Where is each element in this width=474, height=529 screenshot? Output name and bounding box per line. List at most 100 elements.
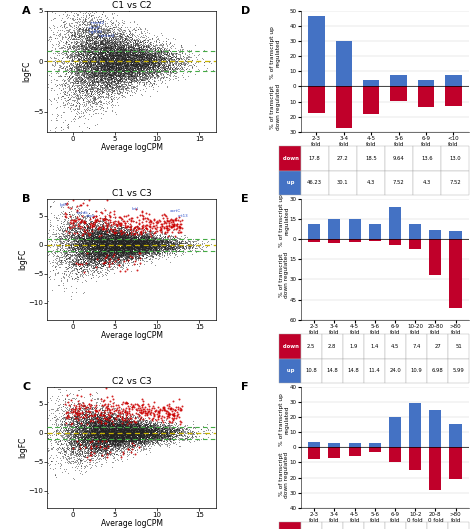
Point <box>96 425 104 434</box>
Point <box>143 437 151 445</box>
Point <box>162 69 169 78</box>
Point <box>90 236 98 245</box>
Point <box>102 268 110 276</box>
Point <box>103 421 110 430</box>
Point <box>101 268 109 277</box>
Point <box>83 224 91 233</box>
Point <box>110 37 118 45</box>
Point <box>173 49 180 57</box>
Point <box>128 50 136 59</box>
Point <box>99 435 106 443</box>
Point <box>119 61 127 70</box>
Point <box>124 236 132 245</box>
Point <box>97 422 104 431</box>
Point <box>86 430 94 438</box>
Point <box>98 240 106 248</box>
Point <box>80 213 87 222</box>
Point <box>146 236 154 245</box>
Point <box>99 234 107 243</box>
Point <box>121 417 129 425</box>
Point <box>87 79 94 88</box>
Point <box>160 424 168 433</box>
Point <box>113 252 121 261</box>
Point <box>154 238 162 246</box>
Point <box>123 427 130 435</box>
X-axis label: Average logCPM: Average logCPM <box>101 519 163 528</box>
Point <box>75 260 82 268</box>
Point <box>67 414 75 423</box>
Point <box>83 238 91 246</box>
Point <box>134 434 142 442</box>
Point <box>92 102 100 110</box>
Point <box>168 217 175 226</box>
Point <box>100 431 108 440</box>
Point <box>148 237 156 245</box>
Point <box>57 102 64 111</box>
Point <box>136 238 144 246</box>
Point <box>112 434 119 443</box>
Point <box>86 57 94 65</box>
Point <box>143 251 151 259</box>
Point <box>95 427 102 436</box>
Point <box>126 78 133 86</box>
Point <box>88 226 96 234</box>
Point <box>44 250 52 259</box>
Point <box>105 244 113 252</box>
Point <box>112 249 119 258</box>
Point <box>127 428 134 437</box>
Point <box>85 40 92 49</box>
Point <box>119 57 127 65</box>
Point <box>156 65 164 73</box>
Point <box>144 427 151 435</box>
Point <box>101 66 109 75</box>
Point <box>108 78 116 87</box>
Point <box>163 243 171 251</box>
Point <box>90 79 98 88</box>
Point <box>133 47 141 56</box>
Point <box>146 425 153 434</box>
Point <box>101 244 109 253</box>
Point <box>105 418 112 426</box>
Point <box>102 51 109 59</box>
Point <box>102 432 110 440</box>
Point <box>103 60 110 68</box>
Point <box>144 60 152 69</box>
Point <box>143 423 151 432</box>
Point <box>144 60 151 68</box>
Point <box>143 425 150 434</box>
Point <box>75 122 83 131</box>
Point <box>137 45 144 54</box>
Point <box>147 424 155 433</box>
Point <box>136 236 143 245</box>
Point <box>82 233 90 241</box>
Point <box>103 404 111 413</box>
Point <box>114 63 122 72</box>
Point <box>139 239 146 248</box>
Point <box>91 72 99 80</box>
Point <box>73 429 80 437</box>
Point <box>125 72 133 80</box>
Point <box>99 39 107 48</box>
Point <box>64 239 72 247</box>
Point <box>121 438 129 446</box>
Point <box>136 416 144 424</box>
Point <box>60 256 68 264</box>
Point <box>100 60 107 69</box>
Point <box>88 53 96 61</box>
Point <box>70 259 77 267</box>
Point <box>136 426 144 434</box>
Point <box>168 425 176 433</box>
Point <box>133 430 141 438</box>
Point <box>141 241 149 250</box>
Point <box>97 229 105 237</box>
Point <box>128 68 136 76</box>
Point <box>114 248 122 256</box>
Point <box>140 62 148 71</box>
Point <box>89 418 97 426</box>
Point <box>64 412 72 420</box>
Point <box>84 422 92 431</box>
Point <box>133 238 141 246</box>
Point <box>91 240 98 249</box>
Point <box>86 227 93 236</box>
Point <box>108 248 116 257</box>
